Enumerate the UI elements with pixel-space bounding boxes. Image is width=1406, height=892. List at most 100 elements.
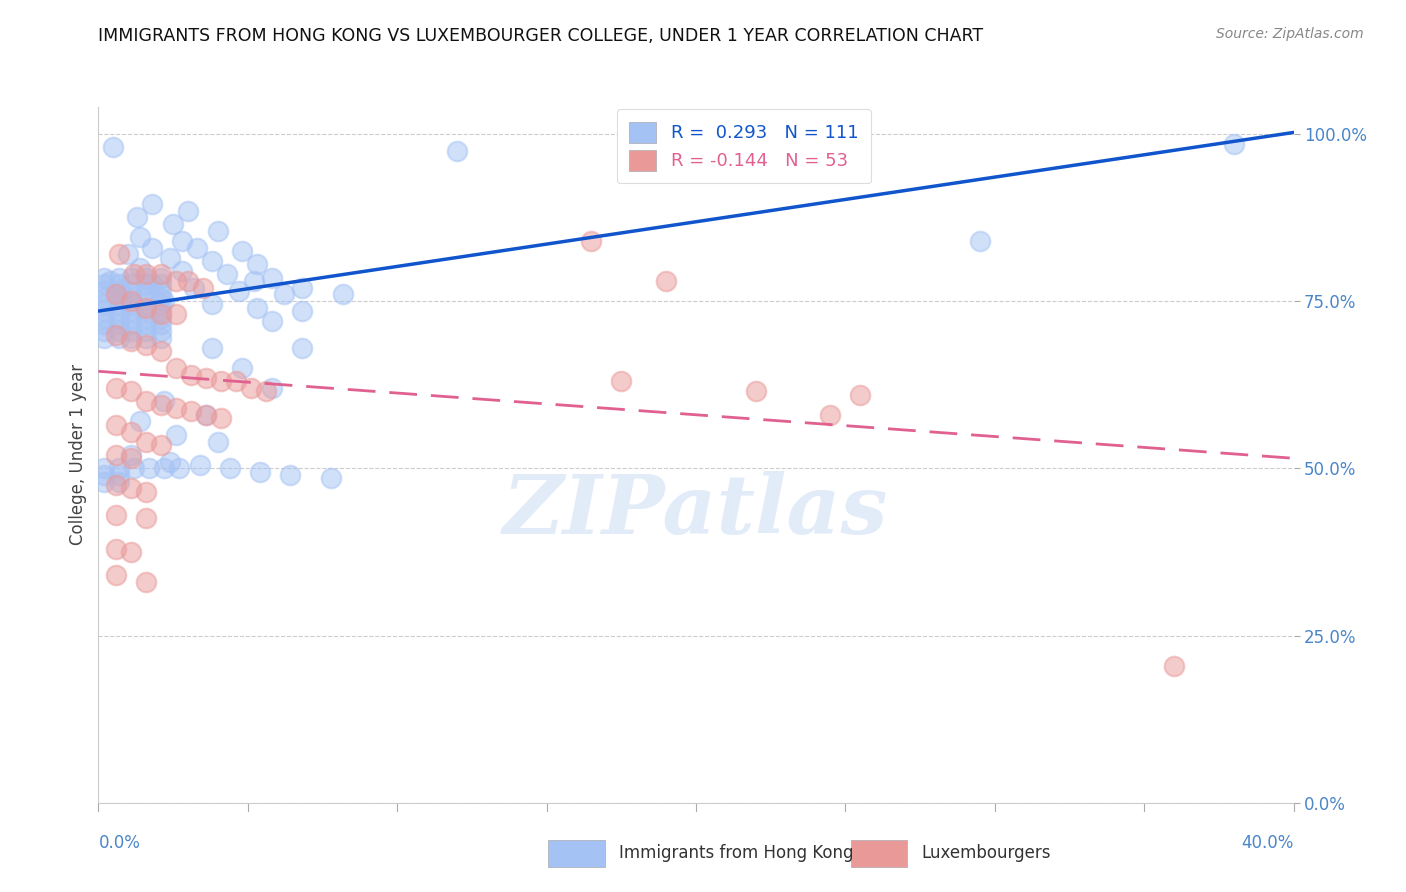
Point bbox=[186, 241, 208, 255]
Point bbox=[150, 324, 173, 338]
Point bbox=[120, 451, 142, 466]
Point bbox=[108, 310, 131, 325]
Point bbox=[124, 268, 146, 282]
Point bbox=[117, 247, 139, 261]
Point bbox=[225, 375, 247, 389]
Point bbox=[141, 277, 163, 292]
Point bbox=[249, 465, 271, 479]
Point bbox=[165, 307, 187, 322]
Point bbox=[260, 381, 283, 395]
Point bbox=[150, 344, 173, 359]
Point bbox=[209, 375, 232, 389]
Point bbox=[135, 575, 157, 590]
Point bbox=[150, 277, 173, 292]
Point bbox=[93, 318, 115, 332]
Point bbox=[93, 468, 115, 483]
Point bbox=[120, 277, 142, 292]
FancyBboxPatch shape bbox=[548, 840, 605, 867]
Point bbox=[231, 244, 253, 258]
Point bbox=[93, 461, 115, 475]
Point bbox=[135, 270, 157, 285]
Point bbox=[108, 461, 131, 475]
Point bbox=[159, 455, 181, 469]
Point bbox=[108, 284, 131, 298]
Point bbox=[129, 260, 152, 275]
Point bbox=[273, 287, 295, 301]
Point bbox=[105, 448, 128, 462]
Point bbox=[201, 341, 224, 355]
Point bbox=[120, 482, 142, 496]
Point bbox=[120, 294, 142, 309]
Point bbox=[150, 284, 173, 298]
Point bbox=[108, 270, 131, 285]
Point bbox=[153, 461, 176, 475]
Point bbox=[135, 318, 157, 332]
Point bbox=[120, 270, 142, 285]
Point bbox=[93, 277, 115, 292]
Point bbox=[260, 314, 283, 328]
Point bbox=[135, 284, 157, 298]
Point bbox=[105, 287, 128, 301]
Point bbox=[135, 301, 157, 315]
Point bbox=[141, 241, 163, 255]
Point bbox=[108, 331, 131, 345]
Point bbox=[135, 268, 157, 282]
Point bbox=[93, 297, 115, 311]
Point bbox=[100, 274, 122, 288]
Point bbox=[135, 331, 157, 345]
Point bbox=[243, 274, 266, 288]
Point bbox=[93, 310, 115, 325]
Point bbox=[231, 361, 253, 376]
Point bbox=[150, 270, 173, 285]
Point bbox=[446, 144, 468, 158]
Point bbox=[108, 318, 131, 332]
Text: 0.0%: 0.0% bbox=[98, 834, 141, 852]
Text: ZIPatlas: ZIPatlas bbox=[503, 471, 889, 550]
Point bbox=[201, 297, 224, 311]
Point bbox=[291, 304, 314, 318]
Point bbox=[180, 404, 202, 418]
Point bbox=[120, 384, 142, 399]
Point bbox=[162, 217, 184, 231]
Point bbox=[207, 434, 229, 449]
Point bbox=[93, 331, 115, 345]
Point bbox=[135, 277, 157, 292]
Text: 40.0%: 40.0% bbox=[1241, 834, 1294, 852]
Point bbox=[165, 274, 187, 288]
Point bbox=[177, 274, 200, 288]
Point bbox=[165, 361, 187, 376]
Point bbox=[108, 291, 131, 305]
Point bbox=[120, 310, 142, 325]
Point bbox=[120, 304, 142, 318]
Point bbox=[1223, 136, 1246, 151]
Point bbox=[610, 375, 633, 389]
Point bbox=[135, 297, 157, 311]
Point bbox=[93, 284, 115, 298]
Point bbox=[150, 398, 173, 412]
Point bbox=[167, 461, 190, 475]
Point bbox=[1163, 658, 1185, 673]
Point bbox=[745, 384, 768, 399]
Point bbox=[260, 270, 283, 285]
Point bbox=[93, 304, 115, 318]
Point bbox=[141, 197, 163, 211]
Point bbox=[108, 324, 131, 338]
Point bbox=[172, 234, 194, 248]
Point bbox=[103, 140, 125, 154]
Point bbox=[120, 324, 142, 338]
Point bbox=[215, 268, 238, 282]
Point bbox=[150, 310, 173, 325]
Text: Luxembourgers: Luxembourgers bbox=[921, 844, 1050, 862]
Point bbox=[135, 291, 157, 305]
Point bbox=[120, 318, 142, 332]
Point bbox=[105, 508, 128, 523]
Point bbox=[165, 401, 187, 416]
Point bbox=[150, 438, 173, 452]
Point bbox=[129, 415, 152, 429]
Legend: R =  0.293   N = 111, R = -0.144   N = 53: R = 0.293 N = 111, R = -0.144 N = 53 bbox=[617, 109, 870, 184]
Point bbox=[120, 284, 142, 298]
Point bbox=[105, 568, 128, 582]
Point bbox=[180, 368, 202, 382]
Point bbox=[153, 394, 176, 409]
Point bbox=[291, 281, 314, 295]
